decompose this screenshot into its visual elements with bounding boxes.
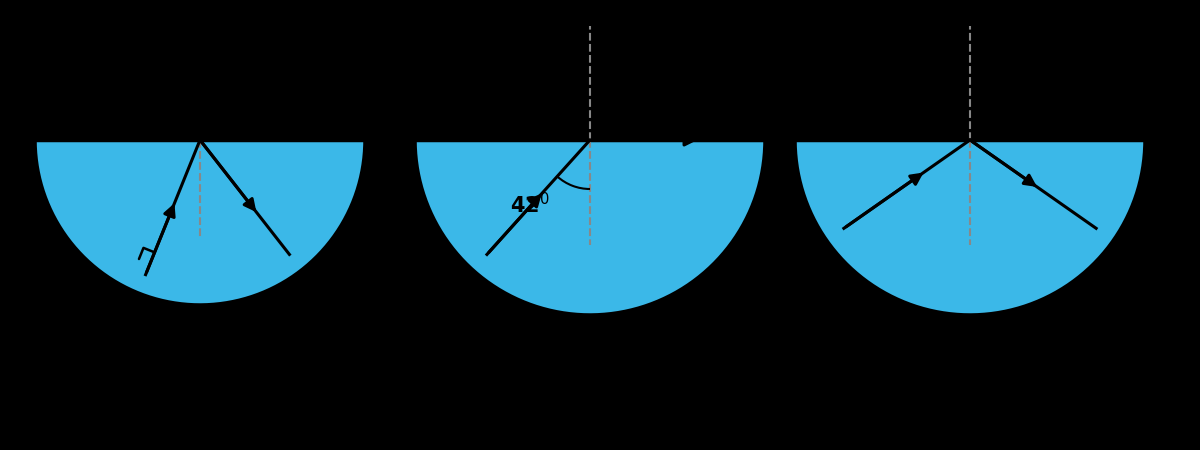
Text: 42$^0$: 42$^0$ [510, 192, 550, 217]
Polygon shape [796, 140, 1145, 315]
Polygon shape [35, 140, 365, 305]
Polygon shape [415, 140, 766, 315]
